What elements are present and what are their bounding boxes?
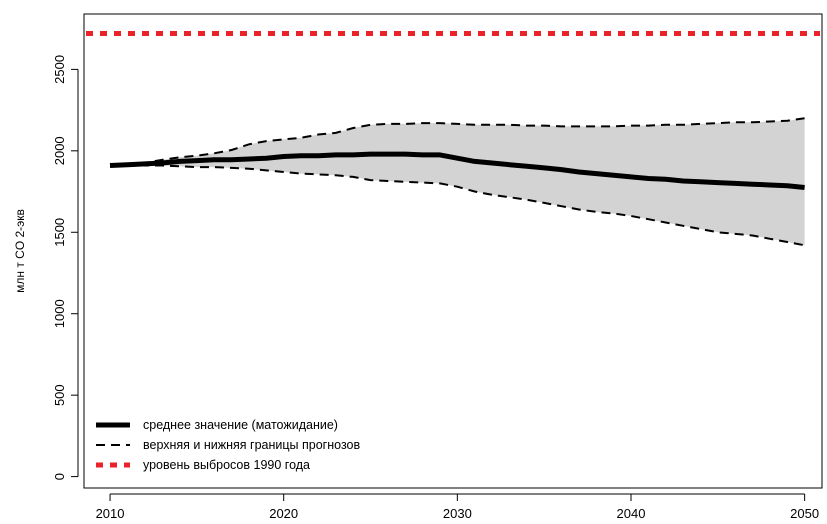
y-tick-label: 1000 xyxy=(52,299,67,328)
upper-bound-line xyxy=(109,117,805,167)
legend-label: уровень выбросов 1990 года xyxy=(143,458,310,472)
x-tick-label: 2030 xyxy=(443,506,472,521)
y-tick-label: 2500 xyxy=(52,55,67,84)
band-layer xyxy=(110,118,805,246)
x-tick-label: 2020 xyxy=(269,506,298,521)
y-axis: 0 500 1000 1500 2000 2500 xyxy=(52,55,79,480)
y-tick-label: 2000 xyxy=(52,136,67,165)
forecast-band xyxy=(110,118,805,246)
mean-line xyxy=(109,151,805,190)
lower-bound-line xyxy=(110,164,805,247)
y-tick-label: 500 xyxy=(52,384,67,406)
x-axis: 2010 2020 2030 2040 2050 xyxy=(96,493,819,521)
x-tick-label: 2050 xyxy=(790,506,819,521)
plot-frame xyxy=(83,13,823,489)
y-tick-label: 1500 xyxy=(52,218,67,247)
y-tick-label: 0 xyxy=(52,473,67,480)
legend-label: верхняя и нижняя границы прогнозов xyxy=(143,438,360,452)
y-axis-title: млн т CO 2-экв xyxy=(13,209,27,293)
legend-label: среднее значение (матожидание) xyxy=(143,418,338,432)
lines-layer xyxy=(86,31,820,247)
legend: среднее значение (матожидание) верхняя и … xyxy=(96,418,360,472)
x-tick-label: 2010 xyxy=(96,506,125,521)
x-tick-label: 2040 xyxy=(617,506,646,521)
